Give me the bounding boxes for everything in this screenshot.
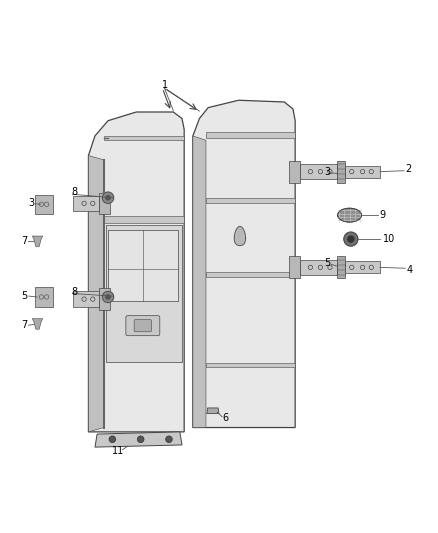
Polygon shape xyxy=(289,161,300,182)
Circle shape xyxy=(102,192,114,204)
Circle shape xyxy=(106,196,110,200)
Circle shape xyxy=(102,292,114,303)
Text: 11: 11 xyxy=(112,446,124,456)
Text: 3: 3 xyxy=(28,198,34,208)
Polygon shape xyxy=(193,100,295,427)
Text: 4: 4 xyxy=(406,265,412,275)
Polygon shape xyxy=(99,288,110,310)
Text: 8: 8 xyxy=(71,187,78,197)
Polygon shape xyxy=(345,261,380,273)
Circle shape xyxy=(106,295,110,299)
Polygon shape xyxy=(95,432,182,447)
Polygon shape xyxy=(336,256,345,278)
Polygon shape xyxy=(206,363,295,367)
Polygon shape xyxy=(99,192,110,214)
Polygon shape xyxy=(193,136,206,427)
Polygon shape xyxy=(300,164,336,180)
Text: 1: 1 xyxy=(162,80,168,91)
Text: 5: 5 xyxy=(324,258,330,268)
FancyBboxPatch shape xyxy=(134,320,152,332)
Polygon shape xyxy=(207,408,219,414)
Polygon shape xyxy=(32,236,43,246)
Text: 5: 5 xyxy=(21,291,27,301)
Text: 7: 7 xyxy=(21,320,27,330)
Polygon shape xyxy=(108,230,178,301)
Polygon shape xyxy=(234,227,246,246)
Polygon shape xyxy=(336,161,345,182)
Polygon shape xyxy=(345,166,380,177)
Text: 3: 3 xyxy=(324,167,330,177)
Polygon shape xyxy=(289,256,300,278)
Polygon shape xyxy=(206,272,295,277)
Circle shape xyxy=(166,436,172,442)
Polygon shape xyxy=(206,133,295,138)
Polygon shape xyxy=(88,112,184,432)
Text: 2: 2 xyxy=(405,165,411,174)
Circle shape xyxy=(344,232,358,246)
Polygon shape xyxy=(206,198,295,204)
Polygon shape xyxy=(73,292,99,307)
Polygon shape xyxy=(106,225,182,362)
Polygon shape xyxy=(104,216,184,223)
Text: 8: 8 xyxy=(71,287,78,297)
Text: 7: 7 xyxy=(21,236,27,246)
Circle shape xyxy=(348,236,354,242)
Circle shape xyxy=(138,436,144,442)
Text: 6: 6 xyxy=(223,413,229,423)
Polygon shape xyxy=(35,287,53,306)
Polygon shape xyxy=(300,260,336,275)
Polygon shape xyxy=(35,195,53,214)
Polygon shape xyxy=(32,319,43,329)
Polygon shape xyxy=(73,196,99,211)
FancyBboxPatch shape xyxy=(126,316,160,336)
Text: 10: 10 xyxy=(383,234,395,244)
Text: 9: 9 xyxy=(380,210,386,220)
Polygon shape xyxy=(88,156,104,432)
Circle shape xyxy=(110,436,116,442)
Polygon shape xyxy=(104,136,184,140)
Ellipse shape xyxy=(338,208,361,222)
